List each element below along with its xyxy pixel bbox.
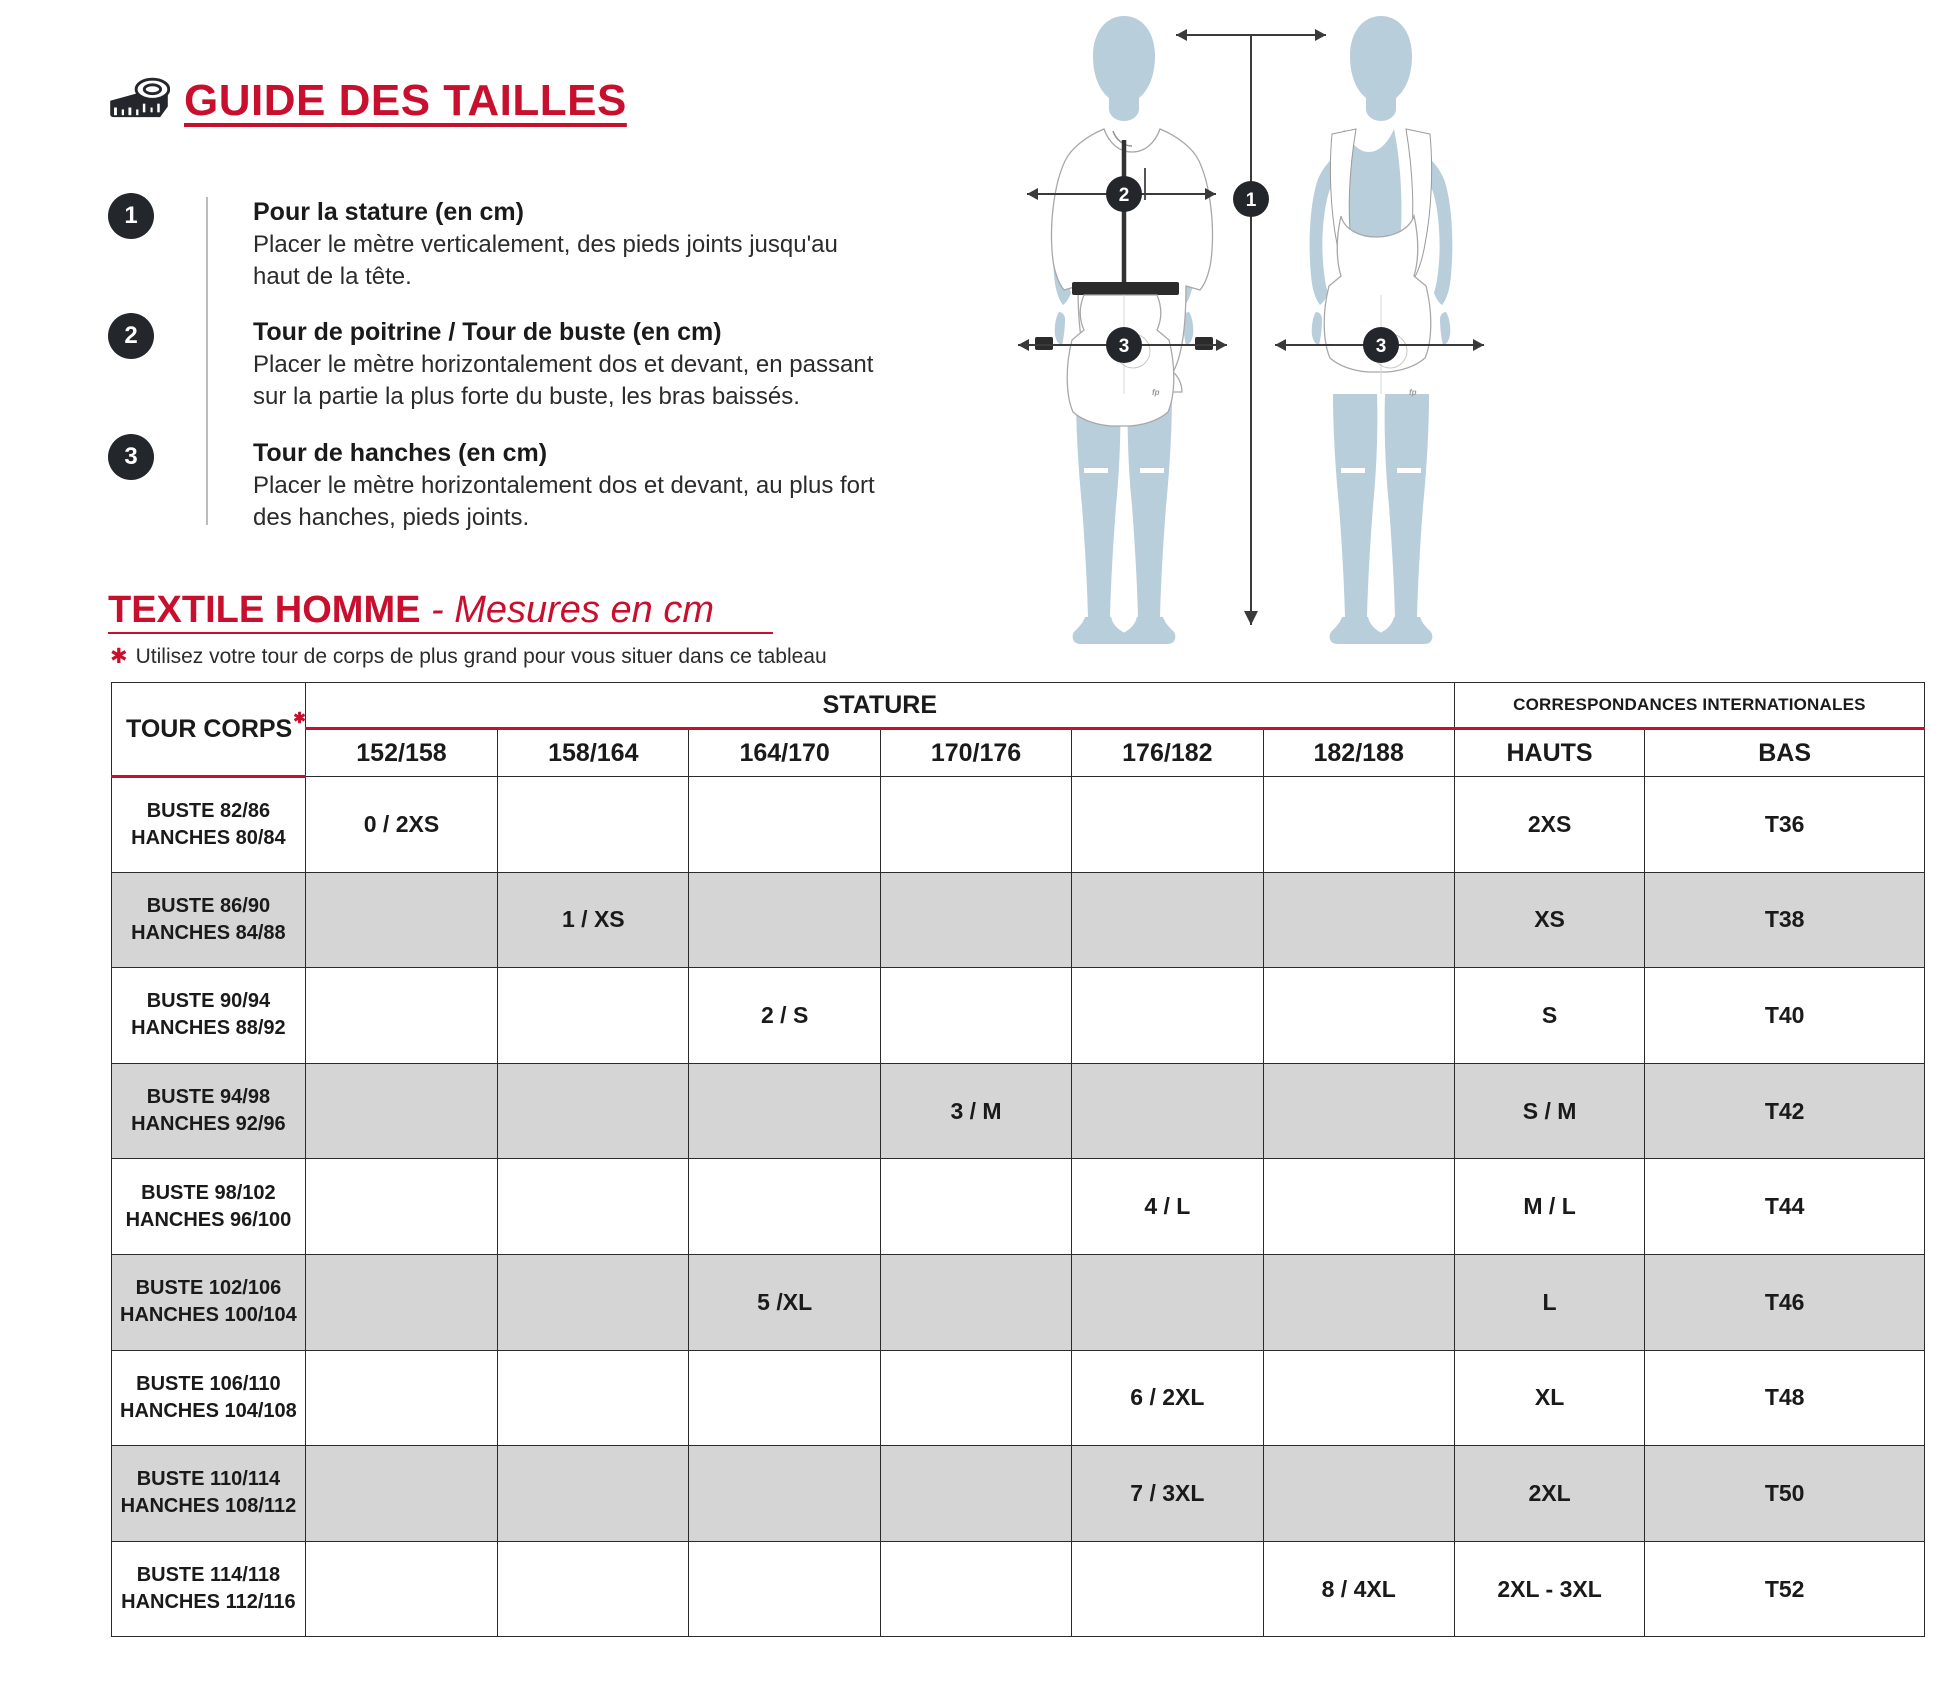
svg-text:fp: fp: [1152, 388, 1160, 397]
svg-text:fp: fp: [1409, 388, 1417, 397]
svg-text:1: 1: [1246, 190, 1257, 211]
svg-text:2: 2: [1119, 185, 1130, 206]
svg-text:3: 3: [1376, 336, 1387, 357]
svg-text:3: 3: [1119, 336, 1130, 357]
